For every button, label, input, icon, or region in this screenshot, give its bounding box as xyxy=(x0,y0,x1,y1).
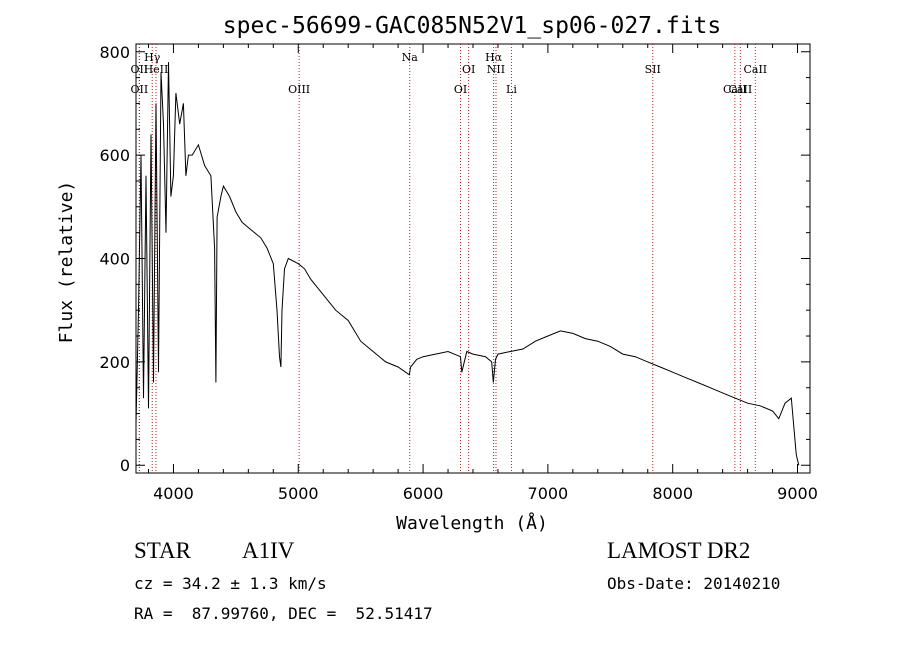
marker-label: CaII xyxy=(743,63,767,76)
x-tick-label: 4000 xyxy=(153,484,194,503)
y-tick-label: 600 xyxy=(99,146,130,165)
marker-label: HeII xyxy=(144,63,169,76)
x-tick-label: 6000 xyxy=(403,484,444,503)
x-tick-label: 9000 xyxy=(777,484,818,503)
marker-label-top: Hγ xyxy=(144,51,161,64)
survey-name: LAMOST DR2 xyxy=(607,538,751,563)
marker-label: OI xyxy=(462,63,475,76)
x-tick-label: 5000 xyxy=(278,484,319,503)
y-axis-label: Flux (relative) xyxy=(56,181,77,344)
marker-label: SII xyxy=(645,63,661,76)
marker-label-top: Hα xyxy=(485,51,503,64)
y-tick-label: 200 xyxy=(99,353,130,372)
axis-ticks: 4000 5000 6000 7000 8000 9000 0 200 400 600 800 xyxy=(99,43,817,503)
marker-label-top: Na xyxy=(402,51,419,64)
obs-date: Obs-Date: 20140210 xyxy=(607,574,781,593)
plot-frame xyxy=(135,43,811,474)
marker-label: OII xyxy=(131,83,149,96)
y-tick-label: 800 xyxy=(99,43,130,62)
y-tick-label: 400 xyxy=(99,250,130,269)
marker-label: Li xyxy=(506,83,517,96)
x-tick-label: 8000 xyxy=(652,484,693,503)
x-axis-label: Wavelength (Å) xyxy=(396,512,548,534)
x-tick-label: 7000 xyxy=(528,484,569,503)
object-type: STAR xyxy=(134,538,191,563)
y-tick-label: 0 xyxy=(120,456,130,475)
redshift-cz: cz = 34.2 ± 1.3 km/s xyxy=(134,574,327,593)
marker-label: OIII xyxy=(288,83,310,96)
subclass: A1IV xyxy=(242,538,295,563)
marker-label: OI xyxy=(454,83,467,96)
spectrum-line xyxy=(135,62,800,466)
marker-label: NII xyxy=(487,63,505,76)
coordinates: RA = 87.99760, DEC = 52.51417 xyxy=(134,604,433,623)
marker-label: CaII xyxy=(723,83,747,96)
marker-label: OII xyxy=(131,63,149,76)
emission-line-markers: Hγ Na HαOIIOIIHeIIOIIIOIOINIILiSIICaIICaII… xyxy=(131,44,767,473)
chart-title: spec-56699-GAC085N52V1_sp06-027.fits xyxy=(223,13,722,39)
